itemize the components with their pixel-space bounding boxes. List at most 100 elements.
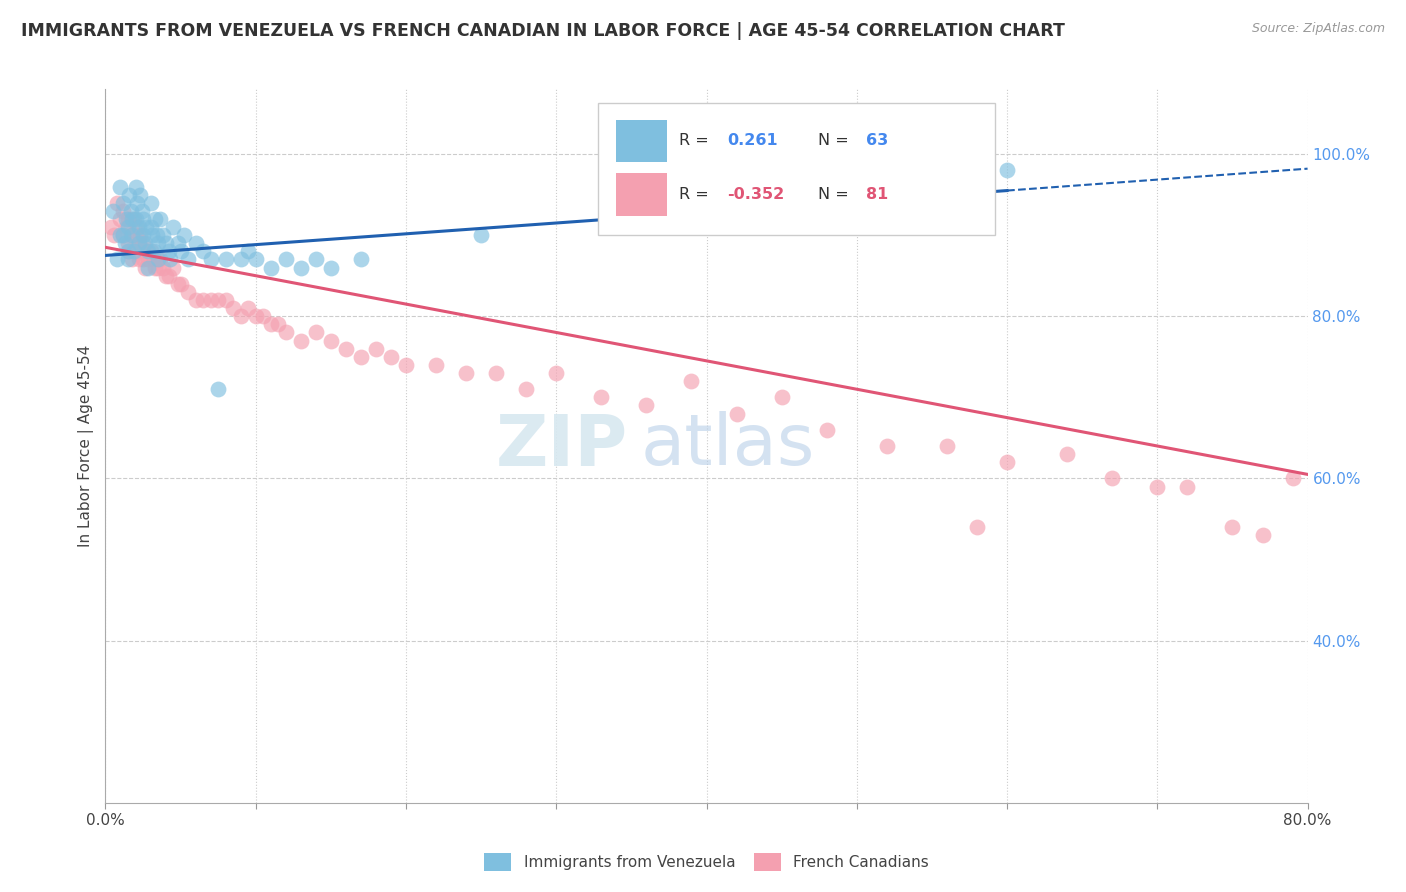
Point: [128, 252, 150, 267]
Point: [319, 334, 342, 348]
Point: [470, 228, 492, 243]
Point: [319, 260, 342, 275]
Point: [124, 244, 146, 259]
Point: [725, 407, 748, 421]
Point: [135, 220, 157, 235]
Point: [132, 228, 155, 243]
Point: [238, 244, 260, 259]
Point: [136, 252, 159, 267]
Point: [515, 382, 537, 396]
Point: [169, 277, 191, 291]
Point: [100, 220, 122, 235]
Point: [966, 520, 988, 534]
Point: [124, 179, 146, 194]
Text: ZIP: ZIP: [496, 411, 628, 481]
Point: [1056, 447, 1078, 461]
Point: [115, 211, 138, 226]
Point: [157, 268, 180, 283]
Point: [245, 252, 267, 267]
Point: [136, 244, 159, 259]
Point: [128, 220, 150, 235]
Point: [139, 244, 162, 259]
Point: [1146, 479, 1168, 493]
Point: [245, 310, 267, 324]
Point: [103, 228, 125, 243]
Point: [155, 268, 177, 283]
FancyBboxPatch shape: [616, 173, 666, 216]
Point: [305, 326, 328, 340]
Point: [177, 252, 200, 267]
Point: [162, 260, 184, 275]
Point: [184, 293, 207, 307]
Point: [121, 252, 143, 267]
Point: [139, 220, 162, 235]
Point: [148, 252, 170, 267]
Point: [166, 277, 188, 291]
Point: [1101, 471, 1123, 485]
Point: [142, 252, 165, 267]
Point: [148, 211, 170, 226]
Text: IMMIGRANTS FROM VENEZUELA VS FRENCH CANADIAN IN LABOR FORCE | AGE 45-54 CORRELAT: IMMIGRANTS FROM VENEZUELA VS FRENCH CANA…: [21, 22, 1064, 40]
Point: [128, 236, 150, 251]
Point: [122, 244, 145, 259]
Point: [134, 236, 156, 251]
Point: [128, 236, 150, 251]
Point: [159, 252, 181, 267]
Point: [191, 293, 214, 307]
Point: [350, 350, 373, 364]
Point: [112, 195, 135, 210]
Point: [1251, 528, 1274, 542]
Point: [121, 211, 143, 226]
Point: [335, 342, 357, 356]
Text: Source: ZipAtlas.com: Source: ZipAtlas.com: [1251, 22, 1385, 36]
Point: [117, 211, 139, 226]
Point: [129, 187, 152, 202]
Point: [274, 326, 297, 340]
Point: [121, 228, 143, 243]
Point: [200, 252, 222, 267]
Point: [157, 244, 180, 259]
Text: R =: R =: [679, 133, 714, 148]
Point: [681, 374, 703, 388]
Point: [117, 220, 139, 235]
Point: [290, 334, 312, 348]
Point: [115, 220, 138, 235]
Point: [214, 252, 236, 267]
Legend: Immigrants from Venezuela, French Canadians: Immigrants from Venezuela, French Canadi…: [478, 847, 935, 877]
Point: [995, 163, 1018, 178]
Point: [238, 301, 260, 315]
Point: [125, 220, 148, 235]
Point: [146, 260, 169, 275]
Point: [152, 228, 174, 243]
Point: [124, 228, 146, 243]
Point: [267, 318, 290, 332]
Point: [260, 318, 283, 332]
Point: [124, 211, 146, 226]
Point: [107, 195, 129, 210]
Point: [132, 236, 155, 251]
Point: [207, 382, 229, 396]
Point: [117, 244, 139, 259]
Point: [546, 366, 568, 380]
Point: [131, 244, 153, 259]
Point: [222, 301, 245, 315]
Point: [936, 439, 959, 453]
Point: [143, 260, 166, 275]
Point: [131, 203, 153, 218]
Point: [260, 260, 283, 275]
Point: [1281, 471, 1303, 485]
Point: [136, 260, 159, 275]
Point: [380, 350, 402, 364]
Point: [636, 399, 658, 413]
Point: [110, 228, 132, 243]
Point: [143, 211, 166, 226]
Point: [125, 195, 148, 210]
Text: N =: N =: [818, 133, 855, 148]
Y-axis label: In Labor Force | Age 45-54: In Labor Force | Age 45-54: [79, 345, 94, 547]
Point: [1222, 520, 1244, 534]
Point: [169, 244, 191, 259]
Point: [350, 252, 373, 267]
Text: N =: N =: [818, 186, 855, 202]
Point: [995, 455, 1018, 469]
Point: [122, 211, 145, 226]
